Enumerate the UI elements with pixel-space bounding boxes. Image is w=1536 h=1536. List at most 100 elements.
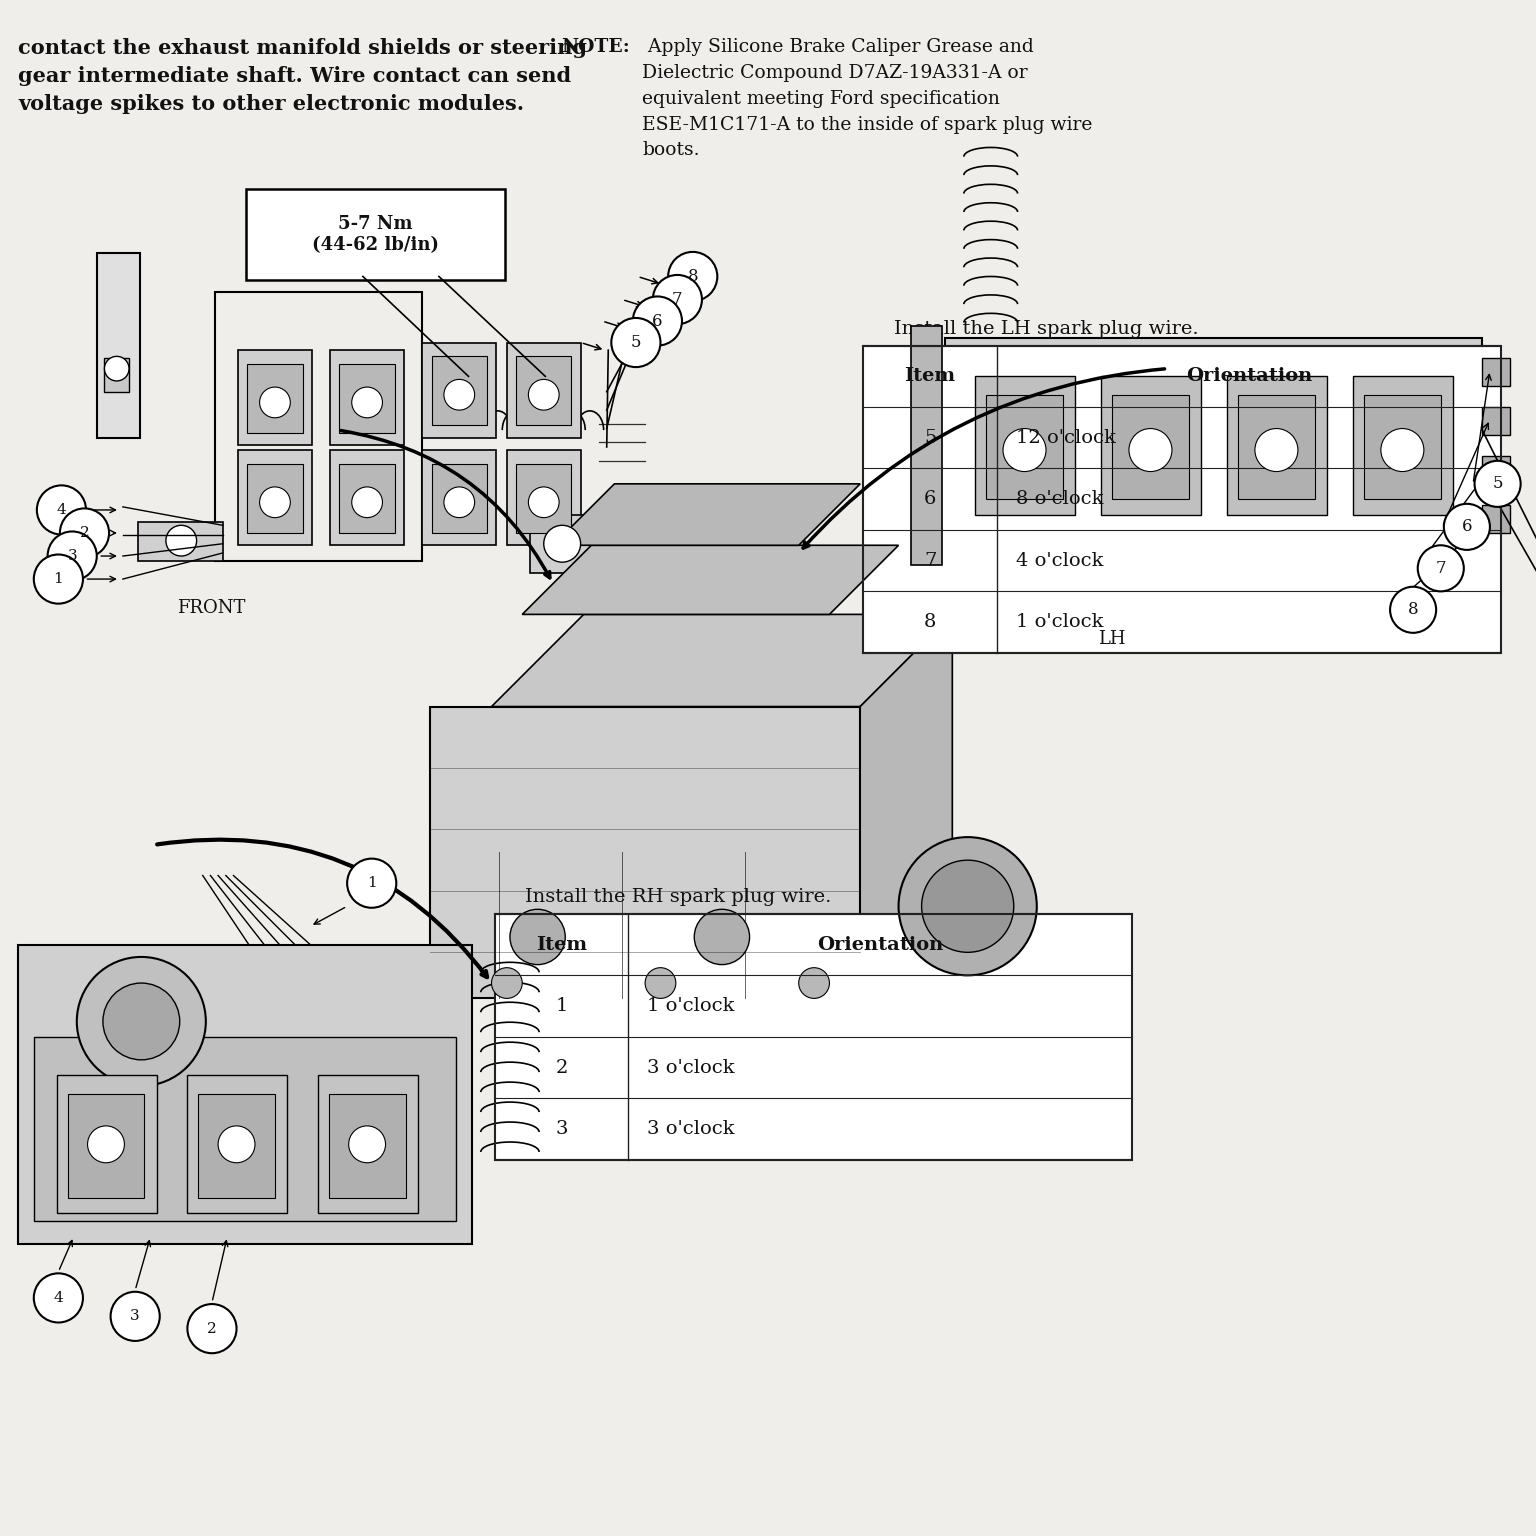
- Bar: [516, 356, 571, 425]
- Circle shape: [645, 968, 676, 998]
- Circle shape: [352, 487, 382, 518]
- Circle shape: [1418, 545, 1464, 591]
- Circle shape: [1475, 461, 1521, 507]
- Bar: [187, 1075, 287, 1213]
- Bar: [975, 376, 1075, 515]
- Text: 1 o'clock: 1 o'clock: [1015, 613, 1103, 631]
- Text: 3: 3: [68, 548, 77, 564]
- Bar: [18, 945, 472, 1244]
- Text: 1: 1: [54, 571, 63, 587]
- Circle shape: [218, 1126, 255, 1163]
- FancyBboxPatch shape: [246, 189, 505, 280]
- Bar: [422, 343, 496, 438]
- Bar: [247, 364, 303, 433]
- Text: 1: 1: [367, 876, 376, 891]
- Text: 5: 5: [1493, 475, 1502, 493]
- Text: contact the exhaust manifold shields or steering
gear intermediate shaft. Wire c: contact the exhaust manifold shields or …: [18, 38, 587, 114]
- Text: 5: 5: [925, 429, 937, 447]
- Circle shape: [37, 485, 86, 535]
- Text: 5: 5: [631, 333, 641, 352]
- Text: 4 o'clock: 4 o'clock: [1015, 551, 1103, 570]
- Bar: [530, 515, 594, 573]
- Bar: [1112, 395, 1189, 499]
- Bar: [215, 292, 422, 561]
- Circle shape: [111, 1292, 160, 1341]
- Text: 2: 2: [556, 1058, 568, 1077]
- Bar: [1482, 505, 1510, 533]
- Circle shape: [899, 837, 1037, 975]
- Circle shape: [799, 968, 829, 998]
- Text: 6: 6: [925, 490, 937, 508]
- Text: NOTE:: NOTE:: [561, 38, 630, 57]
- Circle shape: [694, 909, 750, 965]
- Text: 2: 2: [207, 1321, 217, 1336]
- Circle shape: [187, 1304, 237, 1353]
- Bar: [330, 350, 404, 445]
- Circle shape: [260, 487, 290, 518]
- Text: Install the LH spark plug wire.: Install the LH spark plug wire.: [894, 319, 1198, 338]
- Bar: [986, 395, 1063, 499]
- Bar: [138, 522, 223, 561]
- Circle shape: [1444, 504, 1490, 550]
- Circle shape: [1390, 587, 1436, 633]
- Polygon shape: [860, 614, 952, 998]
- Bar: [97, 253, 140, 438]
- Bar: [422, 450, 496, 545]
- Text: Install the RH spark plug wire.: Install the RH spark plug wire.: [525, 888, 831, 906]
- Text: 7: 7: [673, 290, 682, 309]
- Bar: [432, 464, 487, 533]
- Circle shape: [444, 379, 475, 410]
- Text: 6: 6: [1462, 518, 1471, 536]
- Text: 4: 4: [57, 502, 66, 518]
- Text: Orientation: Orientation: [1186, 367, 1312, 386]
- Circle shape: [1129, 429, 1172, 472]
- Polygon shape: [492, 614, 952, 707]
- Circle shape: [444, 487, 475, 518]
- Text: 3: 3: [556, 1120, 568, 1138]
- Circle shape: [1003, 429, 1046, 472]
- Bar: [863, 346, 1501, 653]
- Circle shape: [1255, 429, 1298, 472]
- Bar: [1353, 376, 1453, 515]
- Bar: [68, 1094, 144, 1198]
- Text: 8 o'clock: 8 o'clock: [1015, 490, 1103, 508]
- Bar: [432, 356, 487, 425]
- Text: Apply Silicone Brake Caliper Grease and
Dielectric Compound D7AZ-19A331-A or
equ: Apply Silicone Brake Caliper Grease and …: [642, 38, 1092, 160]
- Circle shape: [60, 508, 109, 558]
- Text: 8: 8: [925, 613, 937, 631]
- Bar: [104, 358, 129, 392]
- Circle shape: [544, 525, 581, 562]
- Bar: [318, 1075, 418, 1213]
- Text: Item: Item: [536, 935, 587, 954]
- Circle shape: [88, 1126, 124, 1163]
- Circle shape: [77, 957, 206, 1086]
- Bar: [1101, 376, 1201, 515]
- Circle shape: [104, 356, 129, 381]
- Text: 3 o'clock: 3 o'clock: [647, 1058, 734, 1077]
- Bar: [1364, 395, 1441, 499]
- Circle shape: [668, 252, 717, 301]
- Circle shape: [611, 318, 660, 367]
- Circle shape: [528, 487, 559, 518]
- Text: FRONT: FRONT: [177, 599, 246, 617]
- Bar: [238, 350, 312, 445]
- Bar: [330, 450, 404, 545]
- Circle shape: [492, 968, 522, 998]
- Circle shape: [260, 387, 290, 418]
- Bar: [911, 326, 942, 565]
- Bar: [863, 346, 1501, 653]
- Circle shape: [653, 275, 702, 324]
- Text: Orientation: Orientation: [817, 935, 943, 954]
- Circle shape: [528, 379, 559, 410]
- Text: 7: 7: [1436, 559, 1445, 578]
- Bar: [339, 364, 395, 433]
- Circle shape: [347, 859, 396, 908]
- Circle shape: [34, 554, 83, 604]
- Bar: [247, 464, 303, 533]
- Text: 1 o'clock: 1 o'clock: [647, 997, 734, 1015]
- Bar: [1482, 407, 1510, 435]
- Circle shape: [510, 909, 565, 965]
- Text: LH: LH: [1098, 630, 1126, 648]
- Bar: [516, 464, 571, 533]
- Text: 8: 8: [688, 267, 697, 286]
